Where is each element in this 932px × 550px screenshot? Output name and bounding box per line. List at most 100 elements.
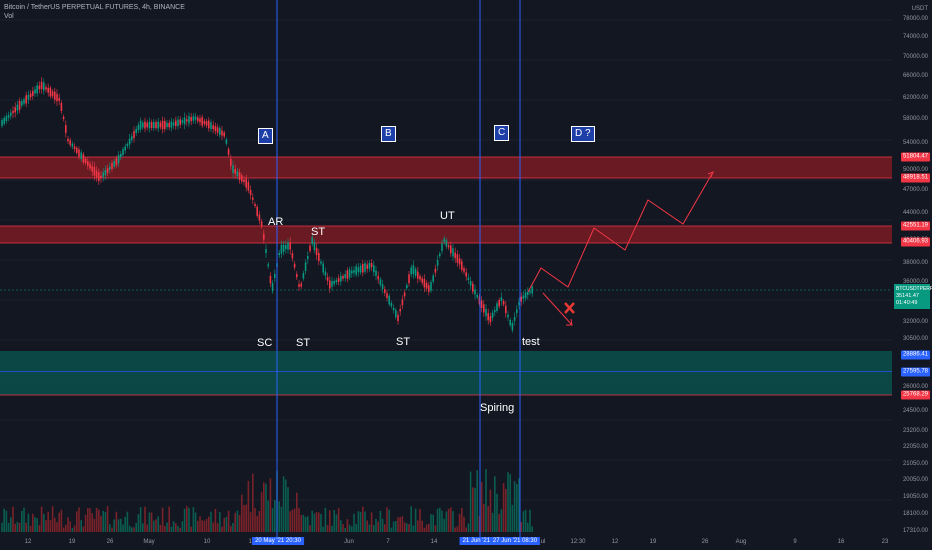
- candle: [447, 245, 450, 248]
- candle: [302, 273, 305, 279]
- time-tick: Aug: [735, 539, 747, 545]
- volume-bar: [219, 511, 221, 532]
- volume-bar: [256, 515, 258, 532]
- volume-bar: [516, 483, 518, 532]
- candle: [71, 143, 74, 147]
- candle: [230, 158, 232, 166]
- candle: [520, 296, 522, 302]
- candle: [320, 261, 322, 264]
- candle: [500, 297, 503, 301]
- volume-bar: [500, 509, 503, 532]
- volume-bar: [29, 526, 32, 532]
- candle: [491, 312, 494, 318]
- candle: [175, 120, 177, 127]
- candle: [27, 94, 30, 100]
- candle: [267, 264, 269, 267]
- volume-bar: [388, 509, 390, 532]
- candle: [531, 286, 533, 294]
- candle: [212, 125, 214, 130]
- volume-bar: [205, 518, 208, 532]
- price-level-tag: 48918.51: [900, 173, 930, 183]
- candle: [227, 149, 230, 155]
- candle: [509, 319, 511, 326]
- volume-bar: [36, 518, 38, 532]
- candle: [513, 316, 516, 321]
- candle: [388, 295, 390, 305]
- volume-bar: [381, 518, 384, 532]
- volume-bar: [346, 519, 349, 532]
- volume-bar: [236, 510, 239, 532]
- candle: [122, 149, 124, 156]
- candle: [252, 197, 254, 200]
- volume-bar: [370, 512, 373, 532]
- candle: [56, 93, 58, 102]
- price-tick: 38000.00: [902, 260, 928, 266]
- volume-bar: [287, 487, 289, 532]
- candle: [49, 87, 52, 97]
- candle: [318, 252, 320, 262]
- candle: [434, 268, 437, 273]
- volume-bar: [201, 520, 203, 532]
- candle: [474, 289, 476, 295]
- volume-bar: [522, 511, 525, 532]
- candle: [36, 85, 38, 94]
- phase-label-a: A: [258, 128, 273, 144]
- candle: [190, 116, 192, 122]
- volume-bar: [124, 516, 126, 532]
- volume-indicator-label[interactable]: Vol: [4, 13, 14, 20]
- volume-bar: [164, 526, 166, 532]
- volume-bar: [368, 524, 371, 532]
- candle: [62, 116, 65, 120]
- price-tick: 66000.00: [902, 73, 928, 79]
- volume-bar: [454, 527, 456, 532]
- price-tick: 47000.00: [902, 187, 928, 193]
- volume-bar: [300, 515, 302, 532]
- candle: [381, 284, 384, 290]
- volume-bar: [344, 527, 346, 532]
- volume-bar: [49, 520, 52, 532]
- candle: [311, 237, 313, 244]
- volume-bar: [419, 508, 421, 532]
- volume-bar: [192, 507, 195, 532]
- volume-bar: [93, 518, 96, 532]
- volume-bar: [109, 524, 111, 532]
- candle: [465, 272, 467, 277]
- price-axis[interactable]: USDT 78000.00 74000.00 70000.00 66000.00 620…: [892, 0, 932, 550]
- support-zone-upper: [0, 351, 892, 371]
- price-tick: 23200.00: [902, 428, 928, 434]
- volume-bar: [329, 510, 331, 532]
- volume-bar: [177, 525, 179, 532]
- volume-bar: [73, 525, 76, 532]
- volume-bar: [436, 508, 439, 532]
- candle: [225, 139, 228, 144]
- candle: [256, 206, 258, 216]
- candle: [370, 263, 373, 268]
- candle: [243, 179, 245, 183]
- volume-bar: [223, 518, 225, 532]
- volume-bar: [353, 513, 355, 532]
- time-tick: 19: [649, 539, 657, 545]
- volume-bar: [401, 516, 404, 532]
- volume-bar: [91, 513, 93, 532]
- volume-bar: [238, 515, 241, 532]
- candle: [60, 102, 63, 112]
- candle: [3, 118, 5, 124]
- symbol-title[interactable]: Bitcoin / TetherUS PERPETUAL FUTURES, 4h…: [4, 4, 185, 11]
- candle: [32, 90, 34, 96]
- volume-bar: [505, 488, 507, 532]
- volume-bar: [7, 522, 10, 532]
- label-ut: UT: [440, 210, 455, 222]
- candle: [274, 273, 276, 279]
- candle: [379, 279, 382, 285]
- volume-bar: [117, 519, 120, 532]
- candle: [18, 100, 21, 110]
- candle: [287, 242, 289, 250]
- volume-bar: [21, 510, 23, 532]
- candle: [335, 280, 338, 283]
- candle: [100, 175, 102, 179]
- volume-bar: [197, 520, 199, 532]
- candle: [249, 190, 252, 195]
- candle: [98, 172, 100, 182]
- volume-bar: [403, 522, 406, 532]
